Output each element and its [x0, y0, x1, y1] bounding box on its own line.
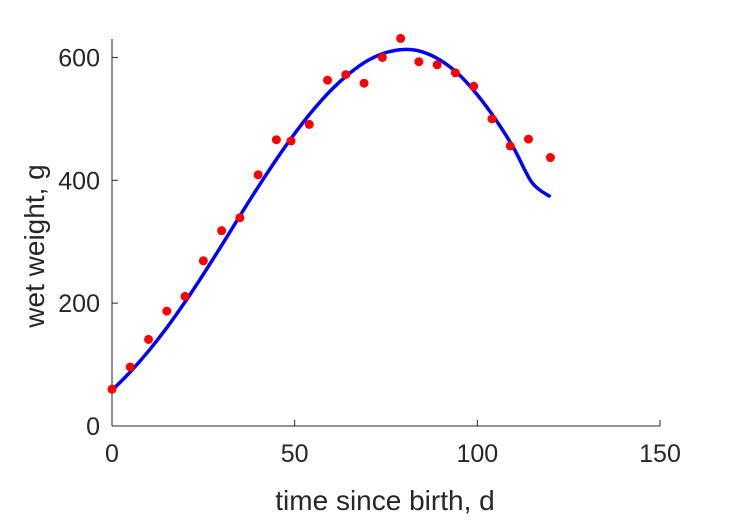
- plot-area: [107, 33, 555, 394]
- data-point: [286, 136, 296, 146]
- data-point: [432, 60, 442, 70]
- data-point: [162, 306, 172, 316]
- y-tick-label: 0: [86, 413, 100, 441]
- x-axis-label: time since birth, d: [275, 485, 494, 516]
- x-tick-label: 0: [105, 440, 119, 468]
- data-point: [180, 291, 190, 301]
- fit-curve-line: [110, 47, 552, 392]
- data-point: [198, 256, 208, 266]
- ticks: 0 50 100 150 0 200 400 600: [58, 44, 681, 468]
- data-point: [359, 78, 369, 88]
- data-point: [523, 134, 533, 144]
- y-tick-label: 600: [58, 44, 100, 72]
- data-point: [235, 213, 245, 223]
- data-point: [487, 114, 497, 124]
- x-tick-label: 50: [281, 440, 309, 468]
- data-point: [125, 362, 135, 372]
- data-point: [271, 135, 281, 145]
- x-tick-label: 150: [639, 440, 681, 468]
- data-point: [304, 119, 314, 129]
- data-point: [450, 68, 460, 78]
- data-point: [545, 153, 555, 163]
- data-point: [341, 70, 351, 80]
- data-point: [505, 141, 515, 151]
- data-point: [323, 75, 333, 85]
- data-point: [414, 57, 424, 67]
- y-axis-label: wet weight, g: [19, 164, 50, 328]
- axes: [111, 39, 660, 427]
- y-tick-label: 200: [58, 290, 100, 318]
- data-point: [253, 170, 263, 180]
- y-tick-label: 400: [58, 167, 100, 195]
- data-point: [377, 52, 387, 62]
- data-point: [396, 33, 406, 43]
- x-tick-label: 100: [456, 440, 498, 468]
- data-point: [469, 81, 479, 91]
- data-point: [107, 384, 117, 394]
- data-point: [144, 334, 154, 344]
- data-point: [217, 226, 227, 236]
